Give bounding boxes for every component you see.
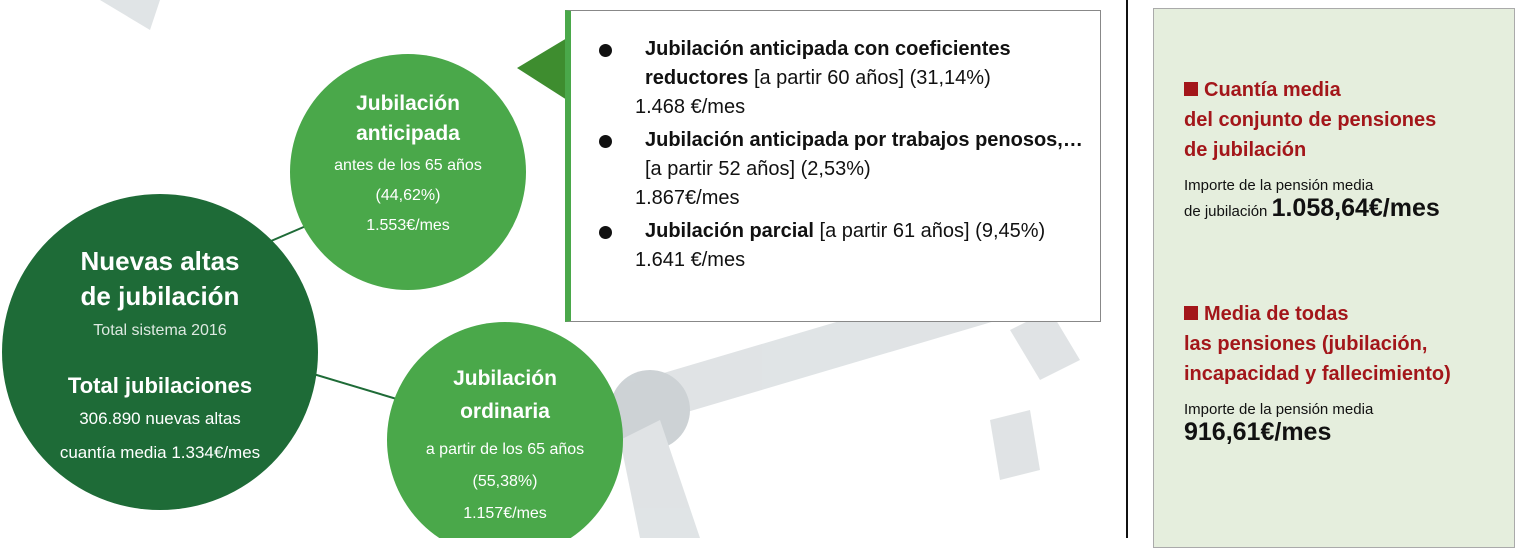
main-title: Nuevas altas — [81, 246, 240, 276]
total-line: cuantía media 1.334€/mes — [60, 443, 260, 462]
heading-line: las pensiones (jubilación, — [1184, 329, 1514, 359]
label-row: de jubilación 1.058,64€/mes — [1184, 197, 1514, 223]
label-line: de jubilación — [1184, 203, 1267, 220]
section-label: Importe de la pensión media de jubilació… — [1184, 175, 1514, 223]
circle-line: (44,62%) — [376, 187, 441, 204]
square-icon — [1184, 306, 1198, 320]
callout-item: Jubilación anticipada por trabajos penos… — [599, 126, 1090, 213]
circle-title: Jubilación — [356, 92, 460, 115]
section-heading: Media de todas — [1184, 299, 1514, 329]
section-value: 916,61€/mes — [1184, 421, 1514, 443]
item-title: Jubilación parcial — [645, 220, 814, 242]
side-panel: Cuantía media del conjunto de pensiones … — [1153, 8, 1515, 548]
item-amount: 1.867€/mes — [635, 184, 1090, 213]
panel-section: Media de todas las pensiones (jubilación… — [1184, 299, 1514, 443]
heading-line: de jubilación — [1184, 135, 1514, 165]
circle-line: a partir de los 65 años — [426, 441, 584, 458]
heading-line: Media de todas — [1204, 303, 1348, 325]
item-detail: [a partir 52 años] (2,53%) — [645, 158, 871, 180]
main-subtitle: Total sistema 2016 — [93, 322, 227, 339]
callout-item: Jubilación anticipada con coeficientes r… — [599, 35, 1090, 122]
section-label: Importe de la pensión media 916,61€/mes — [1184, 399, 1514, 443]
bullet — [599, 135, 612, 148]
panel-section: Cuantía media del conjunto de pensiones … — [1184, 75, 1514, 223]
heading-line: del conjunto de pensiones — [1184, 105, 1514, 135]
circle-line: 1.157€/mes — [463, 505, 547, 522]
divider — [1126, 0, 1128, 538]
item-detail: [a partir 61 años] (9,45%) — [820, 220, 1046, 242]
circle-line: 1.553€/mes — [366, 217, 450, 234]
circle-title: Jubilación — [453, 367, 557, 390]
callout-box: Jubilación anticipada con coeficientes r… — [565, 10, 1101, 322]
main-circle — [2, 194, 318, 510]
bullet — [599, 44, 612, 57]
total-title: Total jubilaciones — [68, 373, 252, 398]
section-heading: Cuantía media — [1184, 75, 1514, 105]
circle-line: antes de los 65 años — [334, 157, 482, 174]
circle-line: (55,38%) — [473, 473, 538, 490]
callout-pointer — [517, 38, 567, 100]
item-amount: 1.468 €/mes — [635, 93, 1090, 122]
callout-item: Jubilación parcial [a partir 61 años] (9… — [599, 217, 1090, 275]
circle-title: ordinaria — [460, 400, 550, 423]
square-icon — [1184, 82, 1198, 96]
heading-line: Cuantía media — [1204, 79, 1341, 101]
item-detail: [a partir 60 años] (31,14%) — [754, 67, 991, 89]
item-title: Jubilación anticipada por trabajos penos… — [645, 129, 1083, 151]
total-line: 306.890 nuevas altas — [79, 409, 241, 428]
item-amount: 1.641 €/mes — [635, 246, 1090, 275]
circle-title: anticipada — [356, 122, 460, 145]
page: Nuevas altas de jubilación Total sistema… — [0, 0, 1526, 538]
bullet — [599, 226, 612, 239]
main-title: de jubilación — [81, 281, 240, 311]
section-value: 1.058,64€/mes — [1272, 194, 1440, 222]
heading-line: incapacidad y fallecimiento) — [1184, 359, 1514, 389]
